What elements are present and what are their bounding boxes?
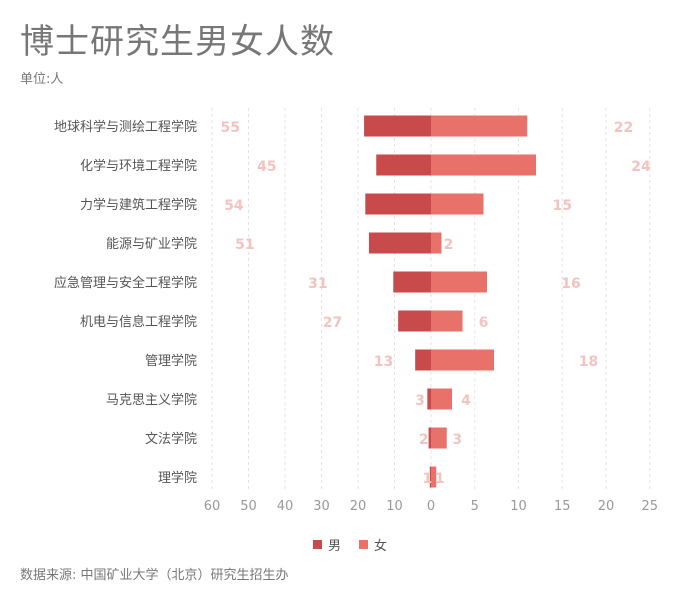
x-tick-label: 10: [386, 499, 403, 514]
data-label-male: 1: [422, 471, 432, 487]
x-tick-label: 30: [313, 499, 330, 514]
category-label: 化学与环境工程学院: [80, 158, 197, 174]
category-label: 马克思主义学院: [106, 392, 197, 408]
bar-male: [365, 193, 431, 215]
data-label-male: 55: [221, 120, 240, 136]
bar-female: [431, 427, 447, 449]
bar-male: [427, 388, 431, 410]
x-tick-label: 25: [641, 499, 658, 514]
bar-male: [376, 154, 431, 176]
category-label: 理学院: [158, 470, 197, 486]
data-label-male: 27: [323, 315, 342, 331]
x-tick-label: 60: [204, 499, 221, 514]
bar-female: [431, 232, 442, 254]
bar-female: [431, 115, 528, 137]
x-tick-label: 5: [471, 499, 479, 514]
grid-lines: [211, 108, 651, 490]
legend-label-male: 男: [327, 539, 341, 554]
category-label: 地球科学与测绘工程学院: [54, 119, 197, 135]
bar-female: [431, 271, 487, 293]
data-label-male: 31: [308, 276, 327, 292]
x-tick-label: 0: [427, 499, 435, 514]
x-tick-label: 15: [554, 499, 571, 514]
legend-swatch-male: [312, 540, 322, 549]
bar-male: [428, 427, 431, 449]
category-label: 应急管理与安全工程学院: [54, 275, 197, 291]
bar-female: [431, 154, 536, 176]
data-label-female: 15: [553, 198, 572, 214]
bar-male: [393, 271, 431, 293]
legend-swatch-female: [359, 540, 368, 549]
data-label-female: 6: [479, 315, 489, 331]
category-label: 能源与矿业学院: [106, 236, 197, 252]
data-label-female: 24: [631, 159, 651, 175]
data-label-female: 18: [579, 354, 598, 370]
bar-male: [415, 349, 431, 371]
category-label: 文法学院: [145, 431, 197, 447]
data-label-female: 22: [614, 120, 633, 136]
x-tick-label: 20: [350, 499, 367, 514]
data-label-male: 13: [374, 354, 393, 370]
data-label-male: 51: [235, 237, 254, 253]
data-label-female: 4: [461, 393, 471, 409]
data-label-female: 3: [452, 432, 462, 448]
bar-female: [431, 310, 463, 332]
category-label: 机电与信息工程学院: [80, 314, 197, 330]
bars: [364, 115, 536, 488]
bar-male: [364, 115, 431, 137]
legend-item-male[interactable]: 男: [312, 535, 341, 554]
category-labels: 地球科学与测绘工程学院化学与环境工程学院力学与建筑工程学院能源与矿业学院应急管理…: [54, 119, 197, 486]
data-label-male: 3: [415, 393, 425, 409]
x-tick-label: 10: [510, 499, 527, 514]
bar-female: [431, 349, 494, 371]
bar-female: [431, 466, 437, 488]
legend: 男 女: [0, 535, 700, 554]
x-tick-label: 50: [240, 499, 257, 514]
x-axis-ticks: 60 50 40 30 20 10 0 5 10 15 20 25: [204, 499, 658, 514]
data-label-female: 2: [444, 237, 454, 253]
data-label-female: 1: [435, 471, 445, 487]
data-label-male: 2: [419, 432, 429, 448]
data-label-male: 54: [224, 198, 244, 214]
data-label-male: 45: [257, 159, 276, 175]
x-tick-label: 20: [598, 499, 615, 514]
bar-male: [398, 310, 431, 332]
chart-title: 博士研究生男女人数: [20, 22, 335, 62]
x-tick-label: 40: [277, 499, 294, 514]
data-source: 数据来源: 中国矿业大学（北京）研究生招生办: [20, 568, 289, 583]
category-label: 管理学院: [145, 353, 197, 369]
bar-male: [429, 466, 431, 488]
legend-item-female[interactable]: 女: [359, 535, 387, 554]
bar-male: [368, 232, 431, 254]
data-label-female: 16: [561, 276, 580, 292]
bar-female: [431, 388, 452, 410]
chart-subtitle: 单位:人: [20, 72, 64, 87]
bar-female: [431, 193, 484, 215]
legend-label-female: 女: [374, 539, 388, 554]
category-label: 力学与建筑工程学院: [80, 197, 197, 213]
